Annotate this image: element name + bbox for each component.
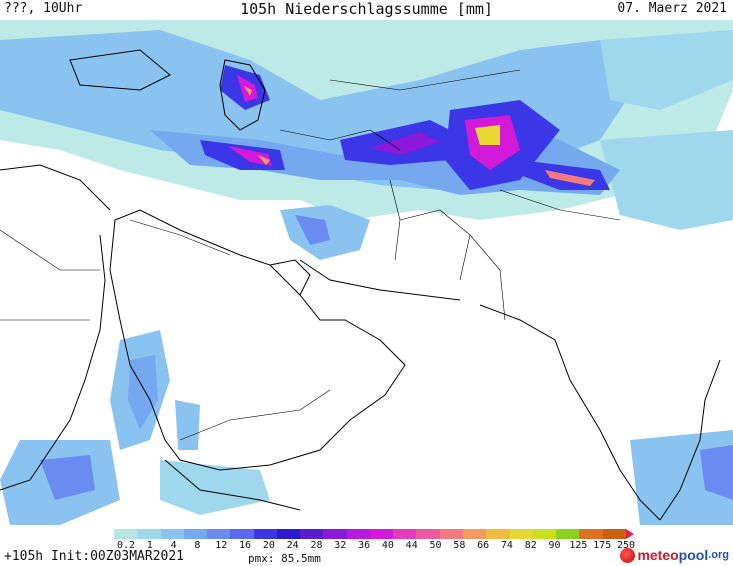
location-label: ???, 10Uhr [4, 1, 83, 16]
colorbar-cell [509, 529, 533, 539]
precip-core-zagros-peak [228, 146, 272, 166]
colorbar-cell [230, 529, 254, 539]
colorbar-tick-label: 58 [453, 540, 466, 551]
map-footer: 0.2 1 4 8 12 16 20 24 28 32 36 40 44 50 58 66 74 82 90 125 1… [0, 525, 733, 566]
forecast-init-label: +105h Init:00Z03MAR2021 [4, 549, 185, 564]
border-pakistan-india [469, 234, 506, 321]
colorbar-cell [393, 529, 417, 539]
border-kazakh [329, 69, 521, 91]
country-borders [0, 69, 621, 441]
horn-africa-coast [164, 459, 301, 511]
precip-area-iran-inner [295, 215, 330, 245]
colorbar-tick-label: 44 [405, 540, 418, 551]
colorbar-cell [207, 529, 231, 539]
colorbar-cell [323, 529, 347, 539]
india-east-coast [659, 359, 721, 521]
border-india-china [499, 189, 621, 221]
colorbar-arrow [626, 529, 634, 539]
persian-gulf-coast [269, 259, 311, 296]
border-saudi-yemen [179, 389, 331, 441]
colorbar-tick-label: 8 [194, 540, 201, 551]
precip-area-horn [160, 460, 270, 515]
coastlines [0, 49, 721, 521]
colorbar-tick-label: 125 [569, 540, 588, 551]
border-africa-west [0, 229, 100, 271]
logo-text-org: .org [708, 549, 729, 561]
precip-area-srilanka-inner [700, 445, 733, 500]
colorbar-cell [416, 529, 440, 539]
colorbar-cell [183, 529, 208, 539]
colorbar-ticks: 0.2 1 4 8 12 16 20 24 28 32 36 40 44 50 58 66 74 82 90 125 1… [114, 540, 636, 552]
colorbar-tick-label: 28 [310, 540, 323, 551]
colorbar-tick-label: 175 [593, 540, 612, 551]
colorbar-tick-label: 90 [548, 540, 561, 551]
africa-coast [0, 234, 106, 491]
border-afghan-pakistan [399, 209, 471, 281]
precip-core-caspian-max [244, 86, 252, 96]
colorbar-tick-label: 20 [262, 540, 275, 551]
colorbar-cell [253, 529, 277, 539]
meteopool-logo[interactable]: meteo pool .org [620, 547, 729, 563]
precip-area-northeast [600, 130, 733, 230]
border-turkmen [279, 129, 401, 151]
precip-core-zagros-max [258, 155, 270, 165]
colorbar-tick-label: 66 [477, 540, 490, 551]
colorbar-tick-label: 16 [239, 540, 252, 551]
colorbar-cell [346, 529, 370, 539]
colorbar-tick-label: 50 [429, 540, 442, 551]
precip-area-sudan-inner [40, 455, 95, 500]
map-header: ???, 10Uhr 105h Niederschlagssumme [mm] … [0, 0, 733, 20]
colorbar-cell [160, 529, 184, 539]
colorbar-cell [579, 529, 603, 539]
valid-date: 07. Maerz 2021 [617, 1, 727, 16]
colorbar-tick-label: 1 [146, 540, 153, 551]
logo-dot-icon [620, 547, 636, 563]
colorbar-tick-label: 40 [381, 540, 394, 551]
colorbar-cell [114, 529, 138, 539]
india-west-coast [479, 304, 661, 521]
precip-area-east-edge [600, 30, 733, 110]
precip-area-ethiopia [175, 400, 200, 450]
mediterranean-coast [0, 164, 111, 211]
colorbar-cell [300, 529, 324, 539]
precip-core-tibet-max [475, 125, 500, 145]
map-canvas [0, 20, 733, 525]
logo-text-meteo: meteo [637, 547, 679, 563]
caspian-sea [219, 59, 266, 131]
colorbar-tick-label: 82 [524, 540, 537, 551]
precip-shading [0, 20, 733, 525]
arabian-peninsula-coast [109, 209, 406, 471]
colorbar-tick-label: 36 [358, 540, 371, 551]
black-sea [69, 49, 171, 91]
colorbar-cell [486, 529, 510, 539]
colorbar-cell [462, 529, 487, 539]
colorbar-tick-label: 32 [334, 540, 347, 551]
logo-text-pool: pool [678, 547, 709, 563]
precip-core-himalaya-peak [545, 170, 595, 186]
colorbar-tick-label: 74 [500, 540, 513, 551]
pmx-label: pmx: 85.5mm [248, 552, 321, 565]
colorbar-cell [137, 529, 161, 539]
colorbar-cell [369, 529, 394, 539]
colorbar-cell [532, 529, 557, 539]
colorbar-tick-label: 24 [286, 540, 299, 551]
iran-coast [299, 259, 461, 301]
colorbar-cell [602, 529, 626, 539]
colorbar-tick-label: 4 [170, 540, 177, 551]
colorbar-tick-label: 12 [215, 540, 228, 551]
colorbar-cell [439, 529, 463, 539]
border-saudi-iraq [129, 219, 231, 256]
precipitation-map [0, 20, 733, 525]
colorbar [114, 529, 626, 539]
colorbar-tick-label: 0.2 [116, 540, 136, 551]
precip-core-afghan-peak [370, 132, 440, 155]
colorbar-cell [556, 529, 580, 539]
map-title: 105h Niederschlagssumme [mm] [240, 0, 493, 18]
colorbar-cell [276, 529, 301, 539]
colorbar-tick-label: 250 [616, 540, 636, 551]
